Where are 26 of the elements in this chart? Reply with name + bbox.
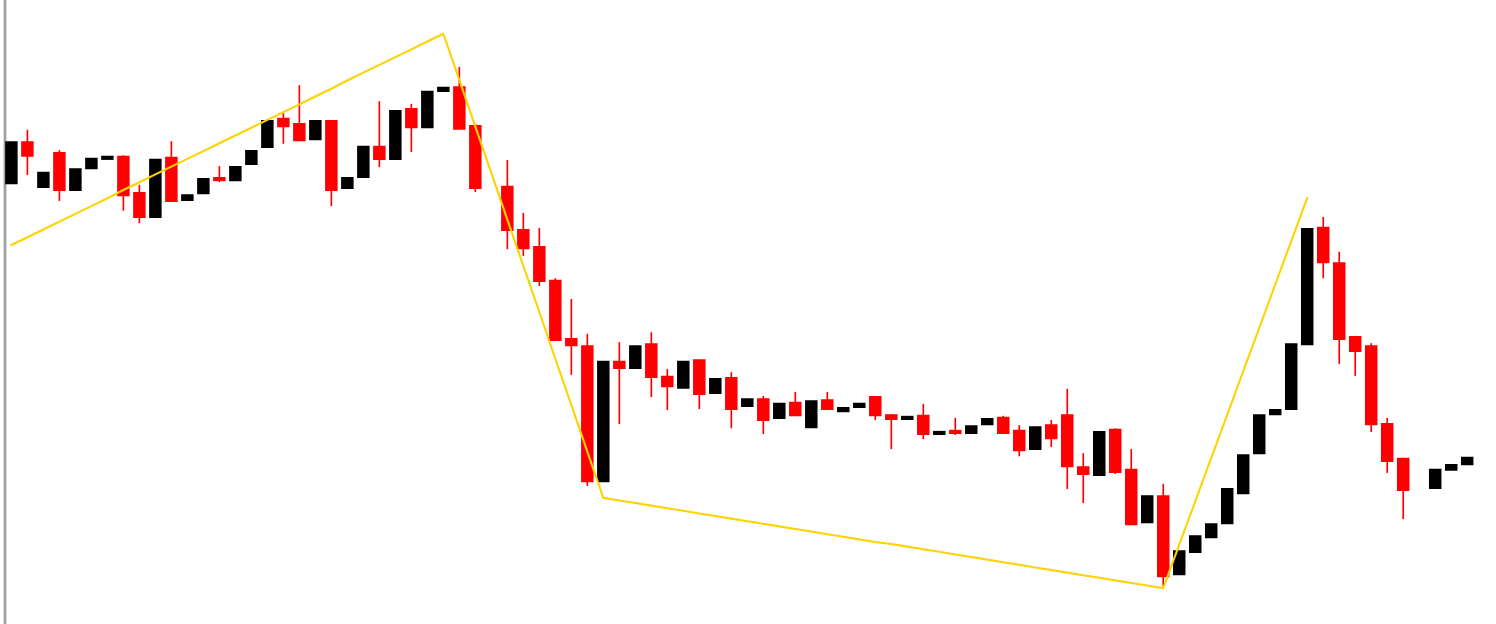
candlestick (1045, 419, 1058, 448)
candlestick (661, 368, 674, 411)
candlestick (869, 395, 882, 421)
candlestick (917, 403, 930, 441)
candlestick (565, 298, 578, 376)
candlestick (1348, 335, 1362, 377)
candlestick (1173, 550, 1186, 576)
candlestick (1428, 468, 1442, 490)
candlestick (373, 100, 386, 168)
candlestick (133, 183, 146, 225)
candlestick (613, 341, 626, 425)
candlestick (405, 102, 418, 153)
candlestick (293, 84, 306, 142)
candlestick (885, 413, 898, 450)
candlestick (309, 119, 322, 141)
candlestick (69, 168, 82, 192)
candlestick (949, 417, 962, 436)
candlestick (21, 128, 34, 176)
candlestick (1029, 426, 1042, 451)
candlestick (277, 112, 290, 145)
candlestick (629, 345, 642, 370)
candlestick (1077, 452, 1090, 504)
candlestick (789, 391, 802, 417)
candlestick (517, 212, 530, 257)
candlestick (1013, 424, 1026, 458)
candlestick (757, 395, 770, 435)
